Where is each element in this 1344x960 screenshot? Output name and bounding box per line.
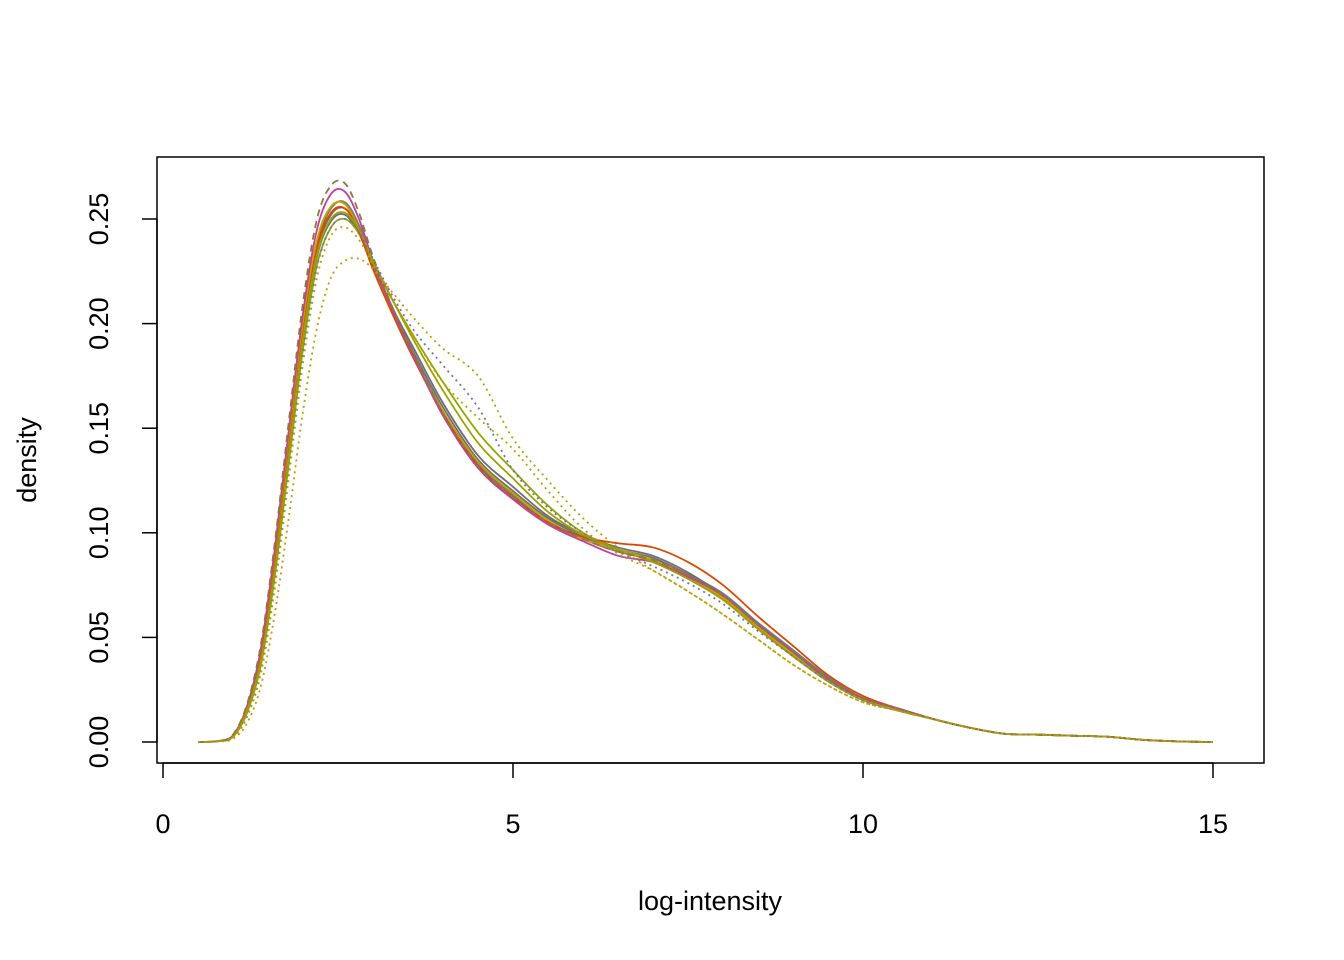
y-tick-label: 0.05 (84, 611, 114, 664)
y-tick-label: 0.15 (84, 402, 114, 455)
x-tick-label: 0 (155, 809, 170, 839)
y-tick-label: 0.25 (84, 193, 114, 246)
y-axis-label: density (12, 417, 42, 503)
x-axis: 0 5 10 15 (155, 762, 1228, 839)
x-tick-label: 5 (505, 809, 520, 839)
y-axis: 0.00 0.05 0.10 0.15 0.20 0.25 (84, 193, 158, 769)
x-tick-label: 10 (848, 809, 878, 839)
y-tick-label: 0.00 (84, 716, 114, 769)
x-tick-label: 15 (1198, 809, 1228, 839)
x-axis-label: log-intensity (638, 886, 783, 916)
series-lines (197, 179, 1214, 743)
y-tick-label: 0.20 (84, 297, 114, 350)
series-line-11 (197, 179, 1214, 743)
y-tick-label: 0.10 (84, 507, 114, 560)
